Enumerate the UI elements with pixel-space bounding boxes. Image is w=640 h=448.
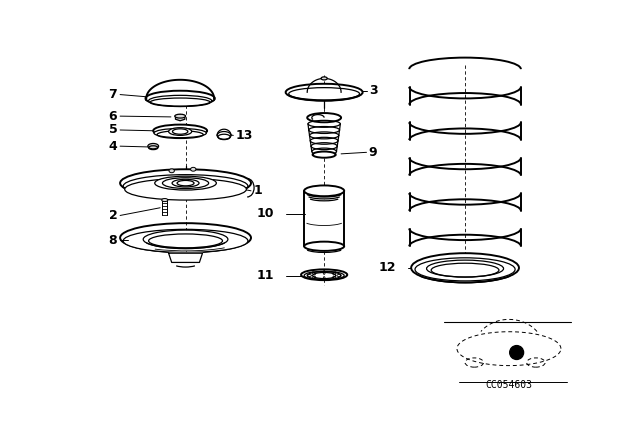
Text: CC054603: CC054603 bbox=[486, 380, 532, 390]
Text: 5: 5 bbox=[109, 124, 117, 137]
Ellipse shape bbox=[148, 143, 159, 149]
Ellipse shape bbox=[154, 129, 206, 138]
Ellipse shape bbox=[143, 230, 228, 249]
Text: 9: 9 bbox=[369, 146, 378, 159]
Ellipse shape bbox=[217, 132, 231, 139]
Text: 10: 10 bbox=[257, 207, 274, 220]
Ellipse shape bbox=[169, 169, 174, 173]
Ellipse shape bbox=[411, 253, 519, 282]
Text: 7: 7 bbox=[109, 88, 117, 101]
Ellipse shape bbox=[321, 77, 327, 80]
Ellipse shape bbox=[427, 260, 504, 277]
Text: 8: 8 bbox=[109, 233, 117, 246]
Ellipse shape bbox=[155, 176, 216, 190]
Ellipse shape bbox=[148, 95, 212, 106]
Ellipse shape bbox=[163, 178, 209, 189]
Ellipse shape bbox=[304, 241, 344, 251]
Ellipse shape bbox=[120, 169, 251, 197]
Ellipse shape bbox=[312, 151, 336, 158]
Polygon shape bbox=[147, 80, 214, 99]
Polygon shape bbox=[168, 253, 202, 263]
Text: 2: 2 bbox=[109, 209, 117, 222]
Ellipse shape bbox=[162, 198, 168, 202]
Ellipse shape bbox=[175, 114, 186, 118]
Ellipse shape bbox=[285, 84, 363, 101]
Text: 1: 1 bbox=[253, 184, 262, 197]
Text: 4: 4 bbox=[109, 140, 117, 153]
Ellipse shape bbox=[304, 185, 344, 196]
Ellipse shape bbox=[153, 125, 207, 137]
Ellipse shape bbox=[145, 90, 215, 106]
Circle shape bbox=[509, 345, 524, 359]
Text: 12: 12 bbox=[378, 261, 396, 274]
Ellipse shape bbox=[172, 179, 199, 187]
Ellipse shape bbox=[191, 168, 196, 171]
Text: 3: 3 bbox=[369, 84, 378, 97]
Ellipse shape bbox=[168, 128, 192, 135]
Ellipse shape bbox=[301, 269, 348, 280]
Ellipse shape bbox=[120, 223, 251, 252]
Polygon shape bbox=[175, 115, 185, 121]
Text: 11: 11 bbox=[257, 269, 274, 282]
Text: 13: 13 bbox=[236, 129, 253, 142]
Ellipse shape bbox=[125, 178, 246, 200]
Ellipse shape bbox=[307, 113, 341, 122]
Text: 6: 6 bbox=[109, 110, 117, 123]
Ellipse shape bbox=[123, 229, 248, 252]
